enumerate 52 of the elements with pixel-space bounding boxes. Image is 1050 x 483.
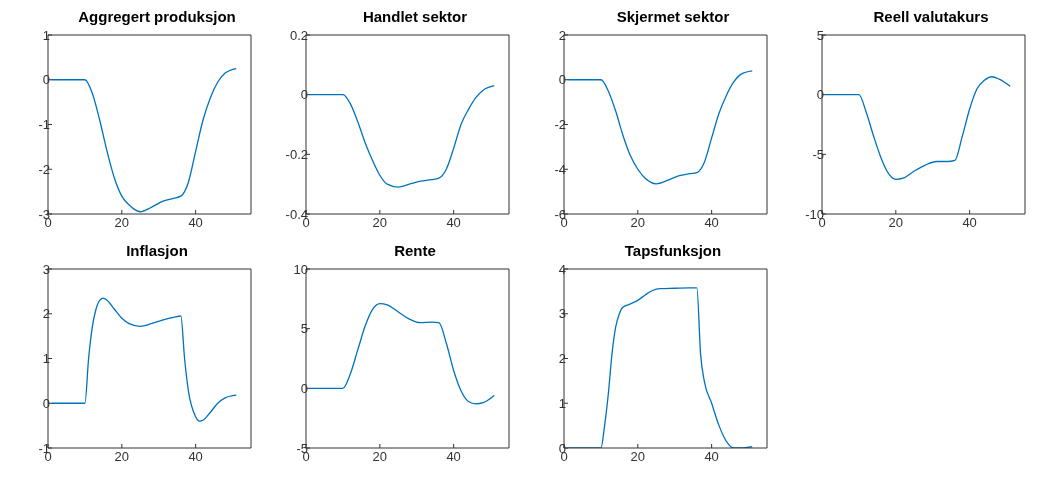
x-tick-label: 20 (630, 449, 646, 465)
line-series (309, 302, 495, 405)
y-tick-label: -2 (554, 117, 566, 133)
y-tick-label: -5 (812, 146, 824, 162)
x-tick-label: 40 (188, 215, 203, 231)
x-tick-label: 40 (962, 215, 977, 231)
y-tick-label: 5 (816, 27, 824, 43)
y-tick-label: 0.2 (289, 27, 308, 43)
y-tick-label: 1 (42, 351, 50, 367)
x-tick-label: 40 (704, 449, 719, 465)
chart-title: Skjermet sektor (615, 8, 731, 27)
x-tick-label: 20 (114, 215, 130, 231)
x-tick-label: 20 (630, 215, 646, 231)
chart-title: Reell valutakurs (872, 8, 990, 27)
y-tick-label: 2 (558, 351, 566, 367)
x-tick-label: 40 (704, 215, 719, 231)
chart-title: Inflasjon (125, 242, 189, 261)
y-tick-label: -1 (38, 117, 50, 133)
line-series (51, 297, 237, 422)
chart-title: Tapsfunksjon (623, 242, 723, 261)
y-tick-label: 10 (293, 261, 308, 277)
y-tick-label: 0 (42, 395, 50, 411)
x-tick-label: 40 (446, 215, 461, 231)
x-tick-label: 40 (188, 449, 203, 465)
y-tick-label: 0 (42, 72, 50, 88)
x-tick-label: 40 (446, 449, 461, 465)
x-tick-label: 20 (114, 449, 130, 465)
chart-title: Handlet sektor (361, 8, 469, 27)
y-tick-label: 3 (42, 261, 50, 277)
line-series (309, 85, 495, 188)
y-tick-label: -2 (38, 161, 50, 177)
x-tick-label: 20 (372, 215, 388, 231)
x-tick-label: 20 (372, 449, 388, 465)
y-tick-label: 4 (558, 261, 566, 277)
y-tick-label: 5 (300, 321, 308, 337)
y-tick-label: -0.2 (285, 146, 308, 162)
y-tick-label: 1 (558, 395, 566, 411)
y-tick-label: -4 (554, 161, 566, 177)
x-tick-label: 20 (888, 215, 904, 231)
y-tick-label: 1 (42, 27, 50, 43)
y-tick-label: 3 (558, 306, 566, 322)
line-series (51, 67, 237, 213)
chart-title: Aggregert produksjon (77, 8, 237, 27)
y-tick-label: 0 (816, 87, 824, 103)
y-tick-label: 2 (558, 27, 566, 43)
y-tick-label: 0 (558, 72, 566, 88)
y-tick-label: 2 (42, 306, 50, 322)
line-series (825, 76, 1011, 181)
y-tick-label: 0 (300, 380, 308, 396)
chart-title: Rente (393, 242, 437, 261)
y-tick-label: 0 (300, 87, 308, 103)
line-series (567, 70, 753, 185)
